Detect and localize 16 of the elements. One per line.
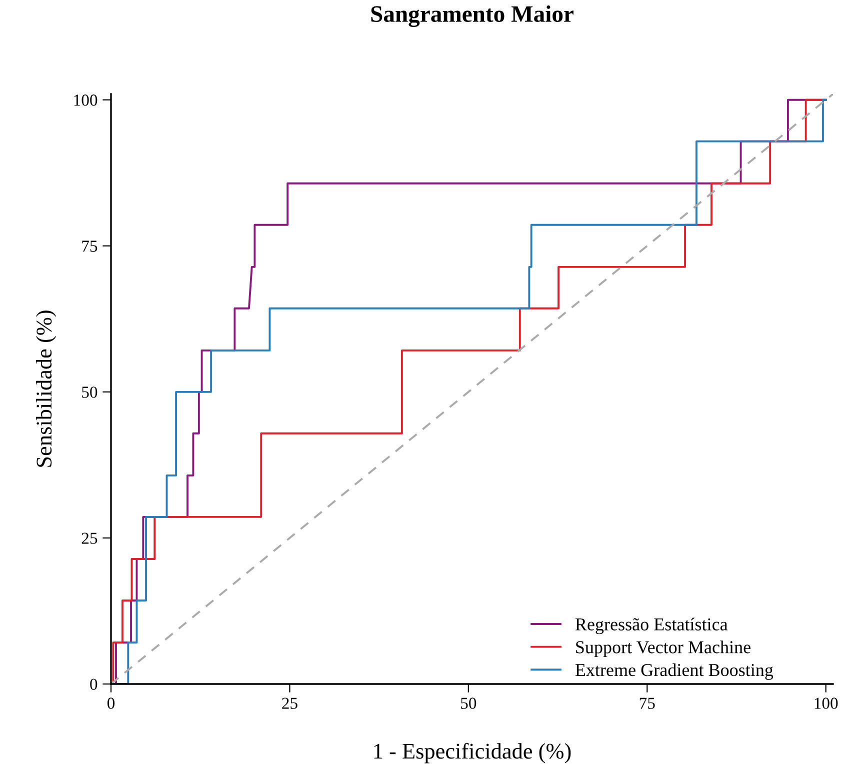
y-axis-title: Sensibilidade (%) <box>36 310 56 467</box>
x-axis-title: 1 - Especificidade (%) <box>374 742 571 764</box>
y-tick-label: 50 <box>82 386 98 398</box>
legend-label: Regressão Estatística <box>575 618 728 634</box>
y-tick-label: 25 <box>82 532 98 544</box>
x-tick-label: 100 <box>814 698 838 709</box>
x-tick-label: 25 <box>282 698 298 709</box>
x-tick-label: 50 <box>461 698 476 709</box>
legend-label: Extreme Gradient Boosting <box>575 663 774 680</box>
chart-title: Sangramento Maior <box>371 5 574 27</box>
y-tick-label: 75 <box>82 240 98 252</box>
legend-label: Support Vector Machine <box>576 640 750 657</box>
y-tick-label: 100 <box>74 94 98 106</box>
x-tick-label: 0 <box>107 698 115 709</box>
x-tick-label: 75 <box>640 698 655 709</box>
y-tick-label: 0 <box>90 678 98 690</box>
